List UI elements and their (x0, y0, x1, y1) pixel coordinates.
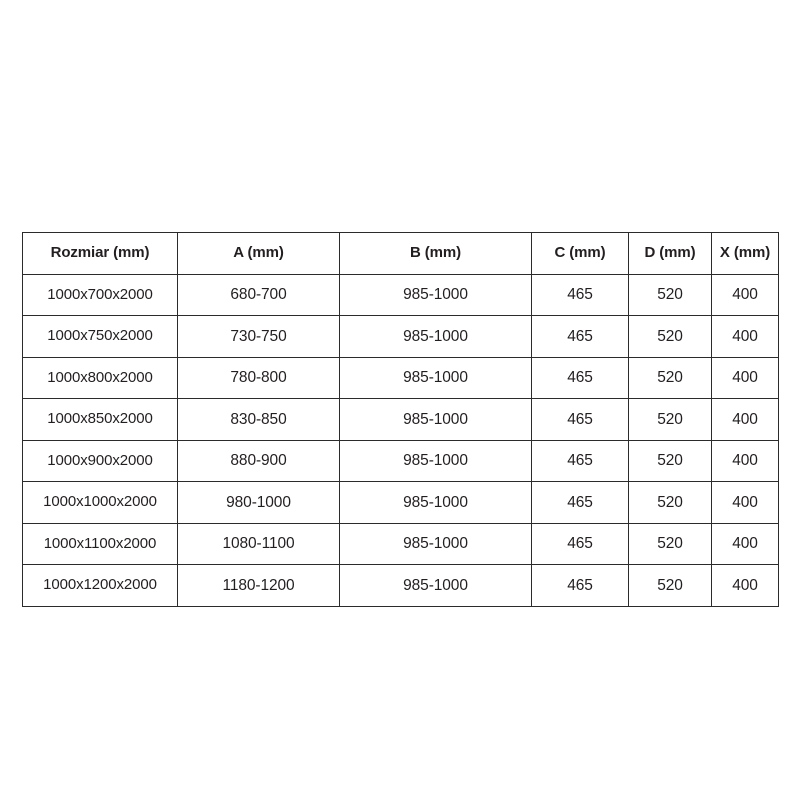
cell-c: 465 (531, 564, 629, 607)
cell-c: 465 (531, 356, 629, 399)
cell-x: 400 (711, 356, 779, 399)
cell-b: 985-1000 (339, 273, 532, 316)
cell-c: 465 (531, 315, 629, 358)
column-header-a: A (mm) (177, 232, 340, 275)
cell-x: 400 (711, 522, 779, 565)
dimensions-table-container: Rozmiar (mm) A (mm) B (mm) C (mm) D (mm)… (22, 232, 779, 607)
cell-c: 465 (531, 481, 629, 524)
cell-a: 730-750 (177, 315, 340, 358)
cell-b: 985-1000 (339, 522, 532, 565)
cell-b: 985-1000 (339, 481, 532, 524)
table-row: 1000x700x2000 680-700 985-1000 465 520 4… (22, 273, 779, 316)
cell-x: 400 (711, 481, 779, 524)
cell-c: 465 (531, 273, 629, 316)
cell-d: 520 (628, 315, 712, 358)
cell-d: 520 (628, 481, 712, 524)
cell-size: 1000x700x2000 (22, 273, 178, 316)
cell-c: 465 (531, 439, 629, 482)
cell-d: 520 (628, 522, 712, 565)
table-body: 1000x700x2000 680-700 985-1000 465 520 4… (22, 273, 779, 607)
cell-a: 1080-1100 (177, 522, 340, 565)
table-row: 1000x900x2000 880-900 985-1000 465 520 4… (22, 439, 779, 482)
table-row: 1000x750x2000 730-750 985-1000 465 520 4… (22, 315, 779, 358)
cell-b: 985-1000 (339, 398, 532, 441)
cell-a: 880-900 (177, 439, 340, 482)
cell-size: 1000x750x2000 (22, 315, 178, 358)
cell-size: 1000x1000x2000 (22, 481, 178, 524)
cell-b: 985-1000 (339, 356, 532, 399)
column-header-b: B (mm) (339, 232, 532, 275)
cell-x: 400 (711, 439, 779, 482)
cell-d: 520 (628, 273, 712, 316)
cell-a: 1180-1200 (177, 564, 340, 607)
table-header-row: Rozmiar (mm) A (mm) B (mm) C (mm) D (mm)… (22, 232, 779, 275)
cell-size: 1000x800x2000 (22, 356, 178, 399)
cell-a: 680-700 (177, 273, 340, 316)
cell-a: 830-850 (177, 398, 340, 441)
cell-x: 400 (711, 273, 779, 316)
cell-a: 980-1000 (177, 481, 340, 524)
table-row: 1000x800x2000 780-800 985-1000 465 520 4… (22, 356, 779, 399)
cell-x: 400 (711, 564, 779, 607)
cell-size: 1000x900x2000 (22, 439, 178, 482)
shower-enclosure-dimensions-table: Rozmiar (mm) A (mm) B (mm) C (mm) D (mm)… (22, 232, 779, 607)
cell-b: 985-1000 (339, 564, 532, 607)
cell-d: 520 (628, 439, 712, 482)
cell-size: 1000x850x2000 (22, 398, 178, 441)
cell-size: 1000x1100x2000 (22, 522, 178, 565)
cell-x: 400 (711, 398, 779, 441)
cell-c: 465 (531, 398, 629, 441)
cell-size: 1000x1200x2000 (22, 564, 178, 607)
column-header-d: D (mm) (628, 232, 712, 275)
table-row: 1000x1200x2000 1180-1200 985-1000 465 52… (22, 564, 779, 607)
cell-x: 400 (711, 315, 779, 358)
column-header-x: X (mm) (711, 232, 779, 275)
column-header-c: C (mm) (531, 232, 629, 275)
cell-a: 780-800 (177, 356, 340, 399)
table-row: 1000x1000x2000 980-1000 985-1000 465 520… (22, 481, 779, 524)
cell-d: 520 (628, 564, 712, 607)
column-header-size: Rozmiar (mm) (22, 232, 178, 275)
cell-c: 465 (531, 522, 629, 565)
table-row: 1000x1100x2000 1080-1100 985-1000 465 52… (22, 522, 779, 565)
cell-b: 985-1000 (339, 439, 532, 482)
cell-d: 520 (628, 356, 712, 399)
cell-d: 520 (628, 398, 712, 441)
table-row: 1000x850x2000 830-850 985-1000 465 520 4… (22, 398, 779, 441)
cell-b: 985-1000 (339, 315, 532, 358)
